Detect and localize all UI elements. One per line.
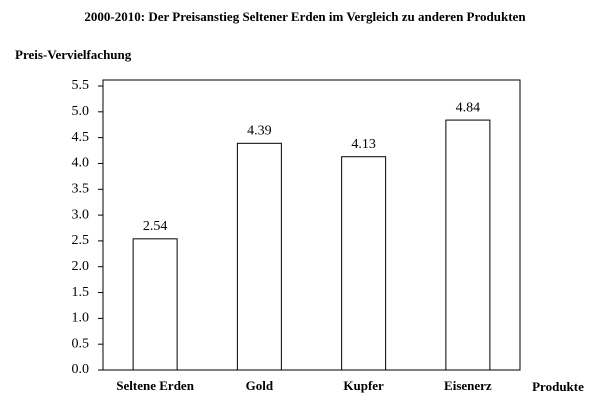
data-label: 4.84 bbox=[456, 100, 481, 115]
y-tick-label: 2.0 bbox=[72, 259, 90, 274]
data-label: 4.39 bbox=[247, 124, 272, 139]
bar bbox=[132, 238, 178, 371]
y-tick-label: 5.0 bbox=[72, 104, 90, 119]
y-tick-label: 4.5 bbox=[72, 130, 90, 145]
data-label: 4.13 bbox=[351, 137, 376, 152]
chart-title: 2000-2010: Der Preisanstieg Seltener Erd… bbox=[84, 9, 526, 24]
y-tick-label: 3.5 bbox=[72, 181, 90, 196]
y-tick-label: 1.0 bbox=[72, 311, 90, 326]
x-tick-label: Eisenerz bbox=[444, 378, 492, 393]
x-tick-label: Kupfer bbox=[343, 378, 384, 393]
bar bbox=[236, 142, 282, 371]
bar bbox=[445, 119, 491, 371]
bar bbox=[341, 156, 387, 371]
data-label: 2.54 bbox=[143, 219, 168, 234]
y-tick-label: 3.0 bbox=[72, 207, 90, 222]
x-tick-label: Seltene Erden bbox=[116, 378, 194, 393]
y-tick-label: 1.5 bbox=[72, 285, 90, 300]
y-tick-label: 0.5 bbox=[72, 336, 90, 351]
y-tick-label: 4.0 bbox=[72, 156, 90, 171]
x-axis-label: Produkte bbox=[532, 379, 584, 394]
plot-frame bbox=[102, 79, 521, 371]
y-tick-label: 5.5 bbox=[72, 78, 90, 93]
y-axis-label: Preis-Vervielfachung bbox=[15, 47, 132, 62]
x-tick-label: Gold bbox=[246, 378, 274, 393]
y-tick-label: 0.0 bbox=[72, 362, 90, 377]
y-tick-label: 2.5 bbox=[72, 233, 90, 248]
